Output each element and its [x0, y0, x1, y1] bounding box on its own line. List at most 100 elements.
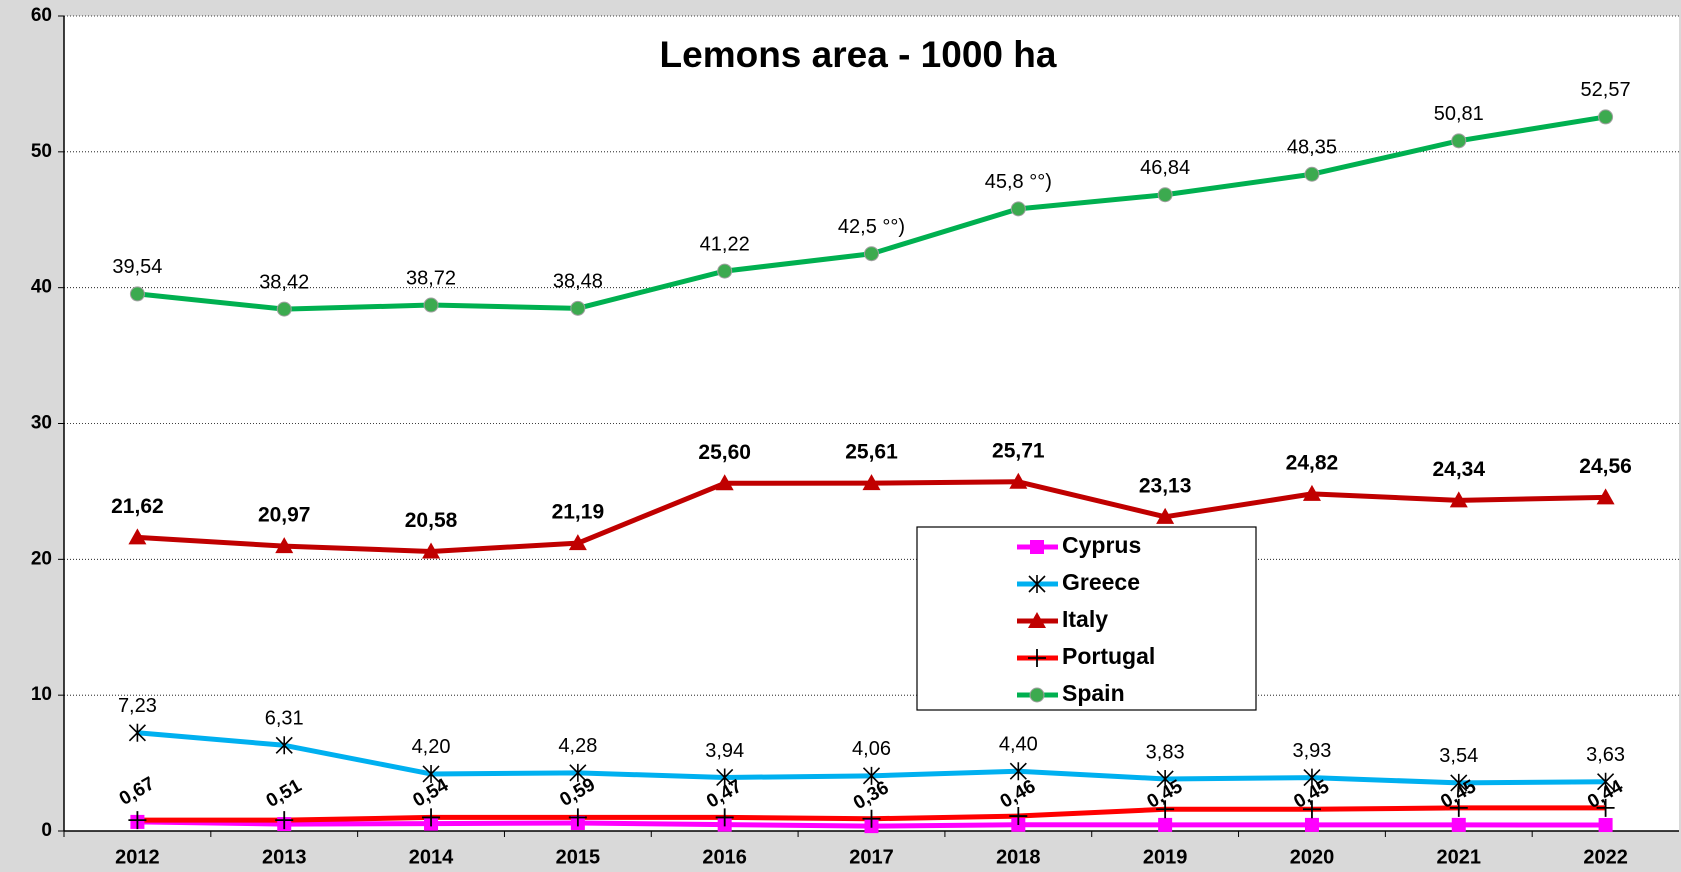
marker — [1302, 484, 1321, 501]
x-tick-label: 2022 — [1583, 846, 1628, 868]
marker — [1450, 773, 1468, 792]
data-label: 52,57 — [1581, 79, 1631, 101]
marker — [715, 808, 734, 827]
y-tick-label: 30 — [31, 413, 52, 434]
marker — [1010, 201, 1026, 217]
marker — [1028, 575, 1046, 593]
legend-label: Italy — [1062, 606, 1108, 632]
data-label: 3,54 — [1439, 745, 1478, 767]
data-label: 38,72 — [406, 267, 456, 289]
marker — [275, 736, 293, 755]
marker — [716, 768, 734, 787]
marker — [423, 297, 439, 313]
data-label: 3,63 — [1586, 744, 1625, 766]
marker — [1028, 649, 1046, 667]
marker — [1156, 769, 1174, 788]
x-tick-label: 2018 — [996, 846, 1041, 868]
x-tick-label: 2020 — [1290, 846, 1335, 868]
data-label: 21,19 — [552, 501, 605, 524]
marker — [1009, 762, 1027, 781]
marker — [715, 474, 734, 491]
marker — [1156, 507, 1175, 524]
y-tick-label: 40 — [31, 277, 52, 298]
marker — [1449, 491, 1468, 508]
marker — [275, 811, 294, 830]
data-label: 50,81 — [1434, 103, 1484, 125]
x-tick-label: 2015 — [556, 846, 601, 868]
data-label: 20,97 — [258, 504, 311, 527]
data-label: 20,58 — [405, 509, 458, 532]
data-label: 42,5 °°) — [838, 216, 905, 238]
legend-box — [916, 526, 1257, 711]
marker — [1304, 817, 1319, 832]
data-label: 38,42 — [259, 271, 309, 293]
data-label: 25,61 — [845, 441, 898, 464]
data-label: 3,93 — [1292, 740, 1331, 762]
marker — [1157, 187, 1173, 203]
marker — [128, 723, 146, 742]
marker — [1156, 800, 1175, 819]
x-tick-label: 2019 — [1143, 846, 1188, 868]
y-tick-label: 50 — [31, 141, 52, 162]
chart-title: Lemons area - 1000 ha — [660, 34, 1057, 75]
marker — [128, 811, 147, 830]
marker — [568, 808, 587, 827]
marker — [128, 528, 147, 545]
marker — [1596, 798, 1615, 817]
data-label: 48,35 — [1287, 137, 1337, 159]
marker — [1304, 166, 1320, 182]
marker — [1597, 772, 1615, 791]
marker — [1596, 488, 1615, 505]
x-tick-label: 2021 — [1437, 846, 1482, 868]
data-label: 46,84 — [1140, 157, 1190, 179]
marker — [1451, 817, 1466, 832]
data-label: 4,40 — [999, 734, 1038, 756]
data-label: 24,34 — [1432, 458, 1485, 481]
marker — [1449, 798, 1468, 817]
marker — [275, 537, 294, 554]
data-label: 45,8 °°) — [985, 171, 1052, 193]
marker — [1158, 817, 1173, 832]
data-label: 24,56 — [1579, 455, 1632, 478]
data-label: 41,22 — [700, 233, 750, 255]
marker — [1030, 540, 1044, 554]
x-tick-label: 2013 — [262, 846, 307, 868]
data-label: 4,20 — [412, 736, 451, 758]
x-tick-label: 2012 — [115, 846, 160, 868]
marker — [422, 808, 441, 827]
marker — [1009, 472, 1028, 489]
marker — [569, 763, 587, 782]
data-label: 25,71 — [992, 439, 1045, 462]
marker — [1302, 800, 1321, 819]
marker — [717, 263, 733, 279]
y-tick-label: 10 — [31, 684, 52, 705]
data-label: 38,48 — [553, 271, 603, 293]
marker — [862, 809, 881, 828]
marker — [276, 301, 292, 317]
marker — [862, 474, 881, 491]
legend-label: Spain — [1062, 680, 1125, 706]
y-tick-label: 0 — [41, 820, 52, 841]
data-label: 4,06 — [852, 738, 891, 760]
legend-label: Cyprus — [1062, 532, 1141, 558]
marker — [568, 534, 587, 551]
legend-label: Greece — [1062, 569, 1140, 595]
marker — [422, 764, 440, 783]
x-tick-label: 2014 — [409, 846, 454, 868]
marker — [570, 300, 586, 316]
data-label: 23,13 — [1139, 474, 1192, 497]
marker — [129, 286, 145, 302]
data-label: 24,82 — [1286, 451, 1339, 474]
data-label: 6,31 — [265, 708, 304, 730]
marker — [422, 542, 441, 559]
marker — [864, 246, 879, 262]
marker — [1451, 133, 1467, 149]
marker — [1598, 109, 1614, 125]
data-label: 21,62 — [111, 495, 164, 518]
marker — [862, 766, 881, 785]
data-label: 4,28 — [558, 735, 597, 757]
marker — [1303, 768, 1321, 787]
data-label: 3,94 — [705, 740, 744, 762]
data-label: 3,83 — [1146, 741, 1185, 763]
